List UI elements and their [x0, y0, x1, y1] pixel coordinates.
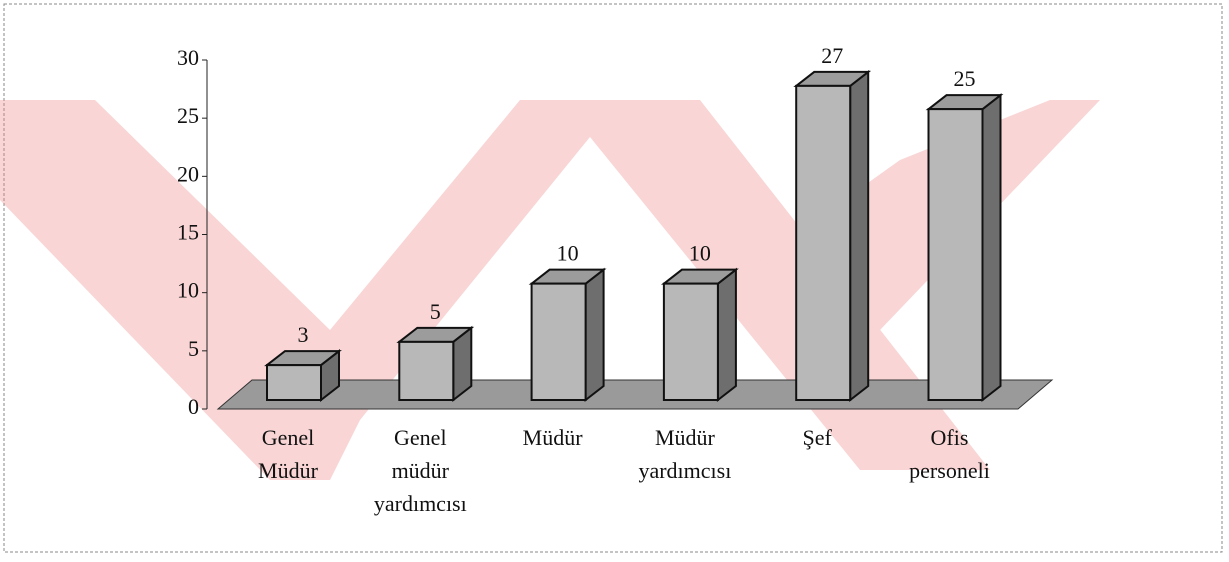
data-label: 27: [821, 43, 843, 68]
bar-face: [849, 69, 870, 403]
y-tick-label: 30: [177, 45, 199, 70]
x-tick-label: Ofis personeli: [909, 425, 990, 483]
bar-face: [662, 282, 719, 401]
data-label: 3: [298, 322, 309, 347]
x-tick-label: Şef: [803, 425, 833, 450]
bar: [793, 69, 872, 403]
y-tick-label: 25: [177, 103, 199, 128]
bar: [396, 325, 475, 403]
x-tick-label: Genel Müdür: [258, 425, 319, 483]
bar: [925, 93, 1004, 403]
bar-face: [795, 84, 852, 401]
bar-face: [584, 267, 605, 403]
y-tick-label: 0: [188, 394, 199, 419]
x-tick-label: Müdür yardımcısı: [638, 425, 731, 483]
x-tick-label: Genel müdür yardımcısı: [374, 425, 467, 516]
bar-face: [266, 364, 322, 401]
bar: [660, 267, 739, 403]
y-tick-label: 20: [177, 161, 199, 186]
x-tick-label: Müdür: [523, 425, 584, 450]
y-tick-label: 5: [188, 336, 199, 361]
bar-face: [981, 93, 1002, 403]
floor: [216, 379, 1054, 410]
data-label: 5: [430, 299, 441, 324]
bar-face: [716, 267, 737, 403]
data-label: 10: [689, 241, 711, 266]
y-tick-label: 10: [177, 278, 199, 303]
data-label: 10: [557, 241, 579, 266]
bar: [264, 349, 342, 403]
bar-face: [398, 340, 455, 401]
bar: [528, 267, 607, 403]
data-label: 25: [954, 66, 976, 91]
bar-face: [530, 282, 587, 401]
frame: [3, 3, 1223, 553]
y-tick-label: 15: [177, 220, 199, 245]
bar-face: [927, 108, 984, 401]
